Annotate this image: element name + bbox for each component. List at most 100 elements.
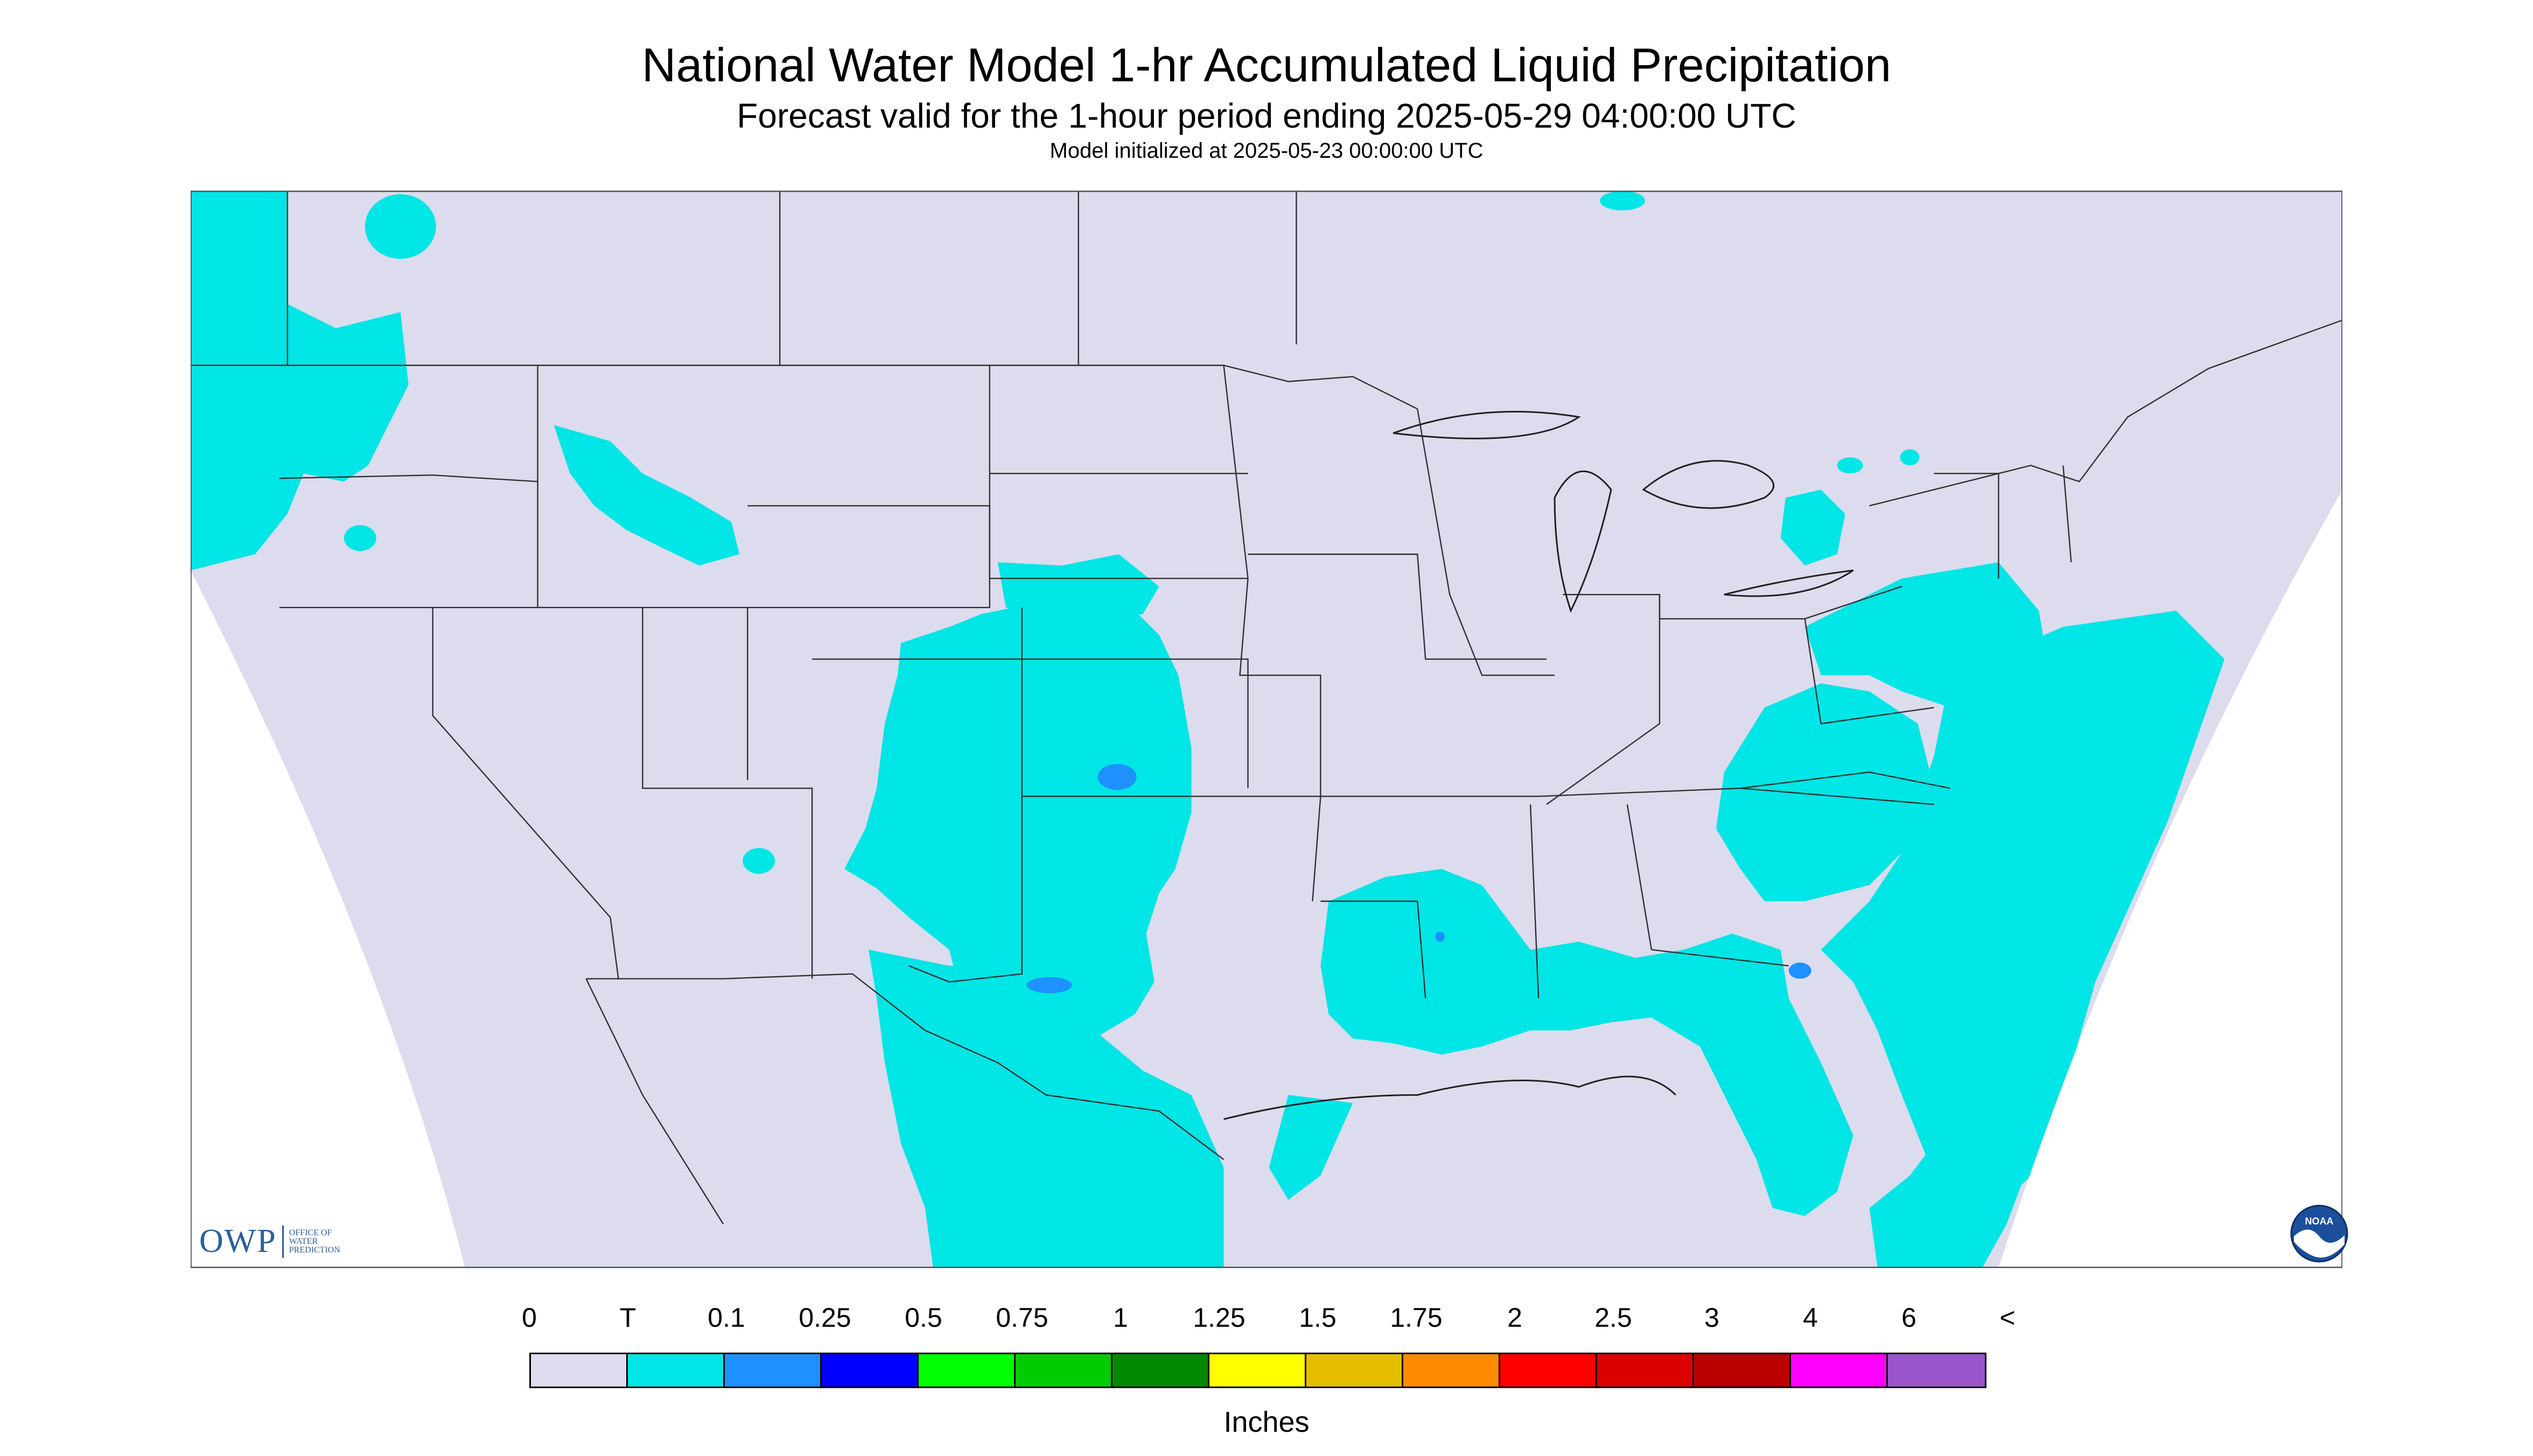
legend-swatch	[1694, 1354, 1791, 1387]
legend-swatch	[725, 1354, 822, 1387]
precip-oregon-cell	[344, 525, 376, 551]
legend-swatch	[919, 1354, 1016, 1387]
model-init-text: Model initialized at 2025-05-23 00:00:00…	[1049, 139, 1484, 163]
legend-label: 0.75	[996, 1303, 1048, 1333]
ms-al-ga	[1529, 804, 1653, 998]
map-frame	[191, 191, 2342, 1268]
precip-bc-cell	[365, 194, 436, 259]
canada-provinces	[286, 191, 1297, 366]
lake-michigan	[1554, 470, 1612, 613]
tn-ky	[1320, 787, 1934, 806]
lake-huron	[1642, 460, 1775, 509]
new-england	[1934, 465, 2072, 579]
lake-erie	[1724, 569, 1854, 597]
mexico-border	[925, 1030, 1224, 1160]
map-subtitle: Forecast valid for the 1-hour period end…	[737, 96, 1796, 135]
legend-label: 0.5	[905, 1303, 942, 1333]
ar-la	[1320, 900, 1426, 998]
precip-rockies	[554, 425, 740, 566]
boundaries	[191, 191, 2342, 1224]
dakotas	[989, 365, 1248, 579]
legend-swatch	[628, 1354, 725, 1387]
noaa-logo-icon: NOAA	[2290, 1205, 2348, 1263]
legend-swatch	[1306, 1354, 1403, 1387]
owp-logo-divider	[282, 1225, 284, 1258]
tx-west	[908, 796, 1023, 983]
precip-appalachia	[1716, 683, 1934, 901]
precip-central-plains	[844, 586, 1192, 1044]
wv-va	[1804, 618, 1934, 725]
precip-gulf-coast	[1320, 869, 1853, 1216]
lake-superior	[1393, 410, 1582, 439]
legend-label: 1.25	[1193, 1303, 1245, 1333]
mn-ia-mo	[1223, 365, 1321, 901]
nc-sc	[1740, 771, 1950, 789]
legend-label: 1	[1113, 1303, 1128, 1333]
legend-swatch	[1209, 1354, 1306, 1387]
or-wa	[279, 474, 538, 482]
co-ks	[812, 658, 1249, 788]
legend-swatch	[1016, 1354, 1112, 1387]
ia-il	[1248, 554, 1547, 660]
legend-label: 2.5	[1594, 1303, 1632, 1333]
precipitation-map	[191, 191, 2342, 1268]
precip-texas-core	[1026, 977, 1072, 993]
owp-logo-icon: OWP OFFICE OF WATER PREDICTION	[199, 1222, 348, 1261]
precip-ny-cell	[1837, 457, 1863, 474]
legend-swatch	[822, 1354, 919, 1387]
gulf-coast	[1223, 1075, 1676, 1120]
precip-texas-south	[869, 949, 1224, 1268]
outside-projection	[191, 489, 2342, 1268]
precip-arizona-cell	[743, 848, 775, 874]
ca-nv-diag	[432, 607, 619, 979]
legend-label: 3	[1704, 1303, 1719, 1333]
legend-swatch	[1597, 1354, 1694, 1387]
precip-gulf-offshore	[1269, 1095, 1353, 1200]
precip-pacific-nw	[191, 191, 409, 571]
ne-canada	[1869, 319, 2342, 507]
oh-pa	[1659, 586, 1902, 620]
precip-nebraska	[997, 554, 1159, 624]
legend-labels: 0 T 0.1 0.25 0.5 0.75 1 1.25 1.5 1.75 2 2.5 3 4 6 <	[0, 1302, 2533, 1340]
legend-swatch	[1403, 1354, 1500, 1387]
owp-logo-text: OFFICE OF WATER PREDICTION	[289, 1228, 340, 1255]
legend-label: 0.25	[799, 1303, 851, 1333]
precip-quebec-cell	[1600, 191, 1645, 211]
legend-colorbar	[529, 1353, 1986, 1388]
legend-swatch	[1791, 1354, 1888, 1387]
precip-atlantic	[1821, 611, 2225, 1224]
legend-label: 2	[1507, 1303, 1522, 1333]
precip-kansas-core	[1097, 764, 1137, 790]
legend-units: Inches	[1223, 1406, 1310, 1438]
wi-il	[1417, 409, 1555, 676]
legend-label: 1.75	[1390, 1303, 1443, 1333]
legend-label: 6	[1901, 1303, 1916, 1333]
legend-label: 4	[1803, 1303, 1818, 1333]
legend-swatch	[1888, 1354, 1985, 1387]
legend-swatch	[1112, 1354, 1209, 1387]
legend-label: T	[619, 1303, 636, 1333]
coastlines	[1223, 410, 1854, 1120]
canada-border	[191, 365, 1418, 410]
legend-label: 0	[522, 1303, 537, 1333]
legend-label: <	[1999, 1303, 2016, 1333]
legend-label: 1.5	[1299, 1303, 1337, 1333]
precip-caribbean	[1869, 1054, 2047, 1268]
owp-logo-mark: OWP	[199, 1223, 277, 1259]
nv-az-nm	[642, 607, 813, 979]
precip-georgia-core	[1788, 962, 1811, 979]
precip-mississippi-core	[1435, 932, 1445, 942]
noaa-logo-text: NOAA	[2305, 1216, 2334, 1227]
legend-swatch	[1500, 1354, 1597, 1387]
precip-ontario-cell	[1900, 449, 1920, 466]
precip-great-lakes	[1780, 489, 1845, 566]
legend-label: 0.1	[708, 1303, 745, 1333]
baja	[585, 978, 724, 1224]
us-mexico-west	[586, 973, 926, 1031]
precip-0-1-areas	[1026, 764, 1811, 993]
legend-swatch	[531, 1354, 628, 1387]
ga-fl	[1651, 949, 1789, 967]
map-title: National Water Model 1-hr Accumulated Li…	[641, 38, 1892, 92]
precip-trace-areas	[191, 191, 2225, 1268]
in-oh	[1546, 593, 1661, 805]
